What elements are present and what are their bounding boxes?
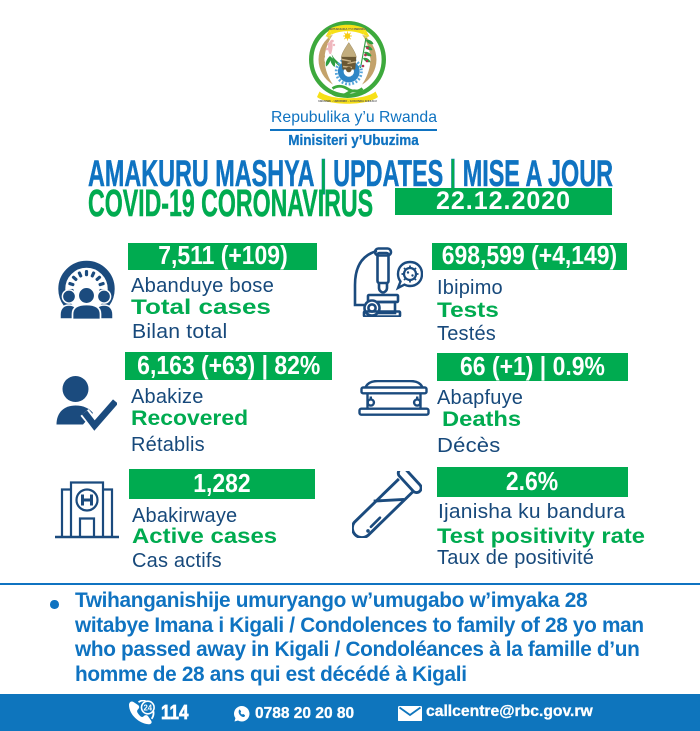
svg-text:24: 24 [143,703,152,712]
svg-text:REPUBULIKA Y'U RWANDA: REPUBULIKA Y'U RWANDA [328,27,367,31]
svg-text:UBUMWE - UMURIMO - GUKUNDA IGI: UBUMWE - UMURIMO - GUKUNDA IGIHUGU [318,99,376,103]
